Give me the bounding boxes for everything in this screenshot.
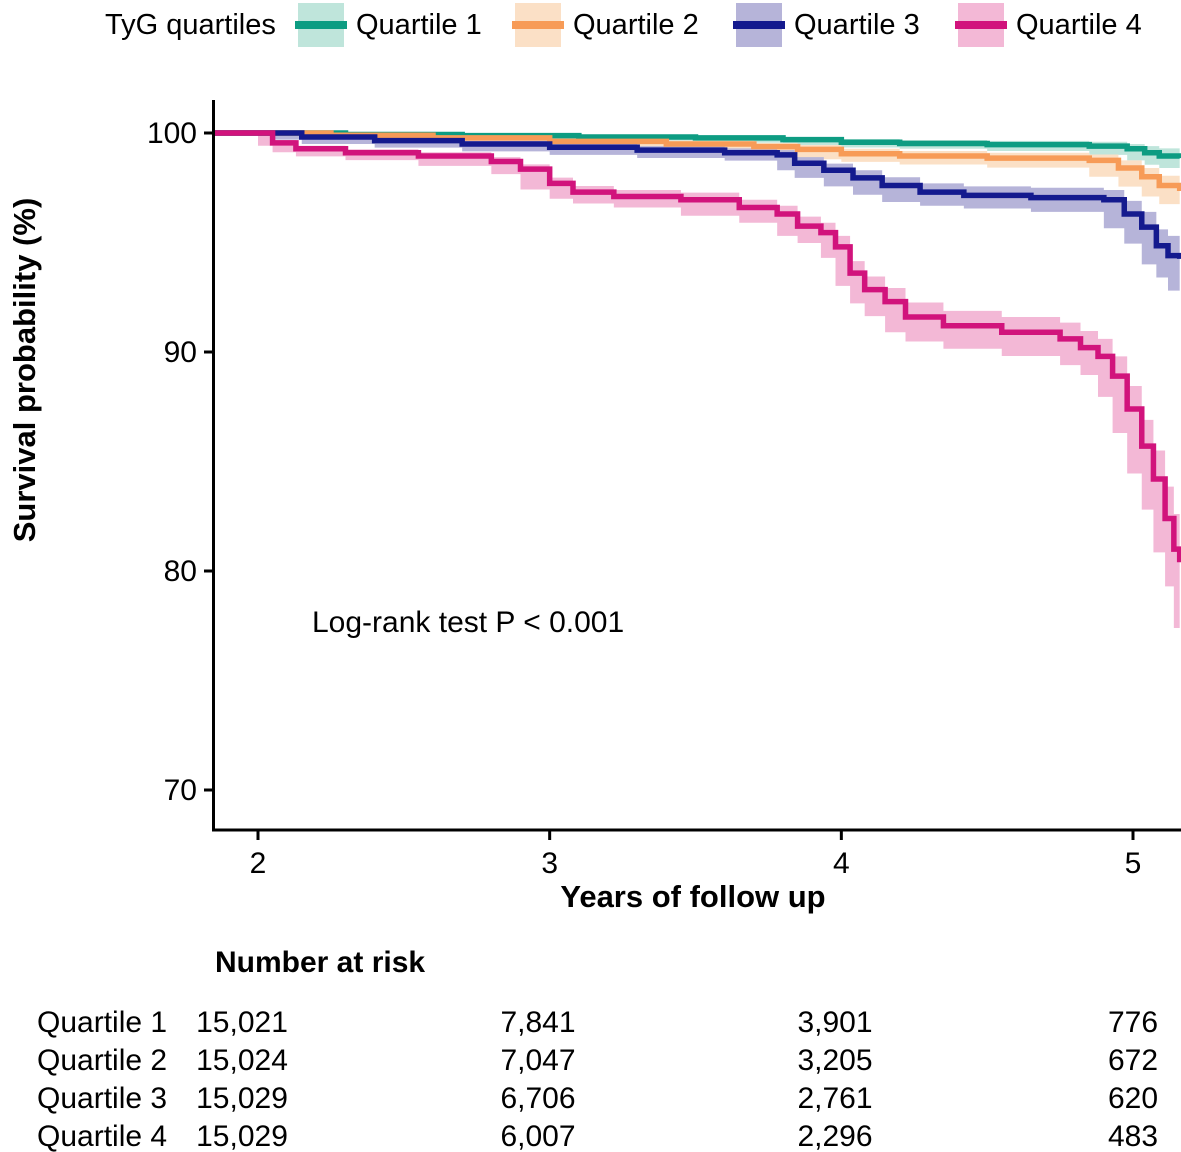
risk-cell: 3,901: [797, 1006, 873, 1039]
survival-curves: [214, 130, 1181, 563]
legend-title: TyG quartiles: [105, 8, 276, 41]
legend-swatch-icon: [733, 3, 785, 47]
legend-item-quartile-3: Quartile 3: [733, 0, 920, 50]
risk-cell: 2,296: [797, 1120, 873, 1152]
legend-item-label: Quartile 2: [573, 8, 699, 41]
risk-cell: 2,761: [797, 1082, 873, 1115]
legend-line-icon: [512, 21, 564, 29]
risk-cell: 15,024: [196, 1044, 288, 1077]
x-tick-label: 3: [541, 847, 558, 880]
risk-cell: 15,021: [196, 1006, 288, 1039]
x-tick-label: 4: [833, 847, 850, 880]
risk-cell: 7,047: [500, 1044, 576, 1077]
legend-swatch-icon: [512, 3, 564, 47]
legend-item-quartile-2: Quartile 2: [512, 0, 699, 50]
survival-curve-quartile-4: [214, 130, 1181, 563]
risk-row-label: Quartile 4: [37, 1120, 168, 1152]
x-tick-label: 2: [250, 847, 267, 880]
risk-cell: 483: [1107, 1120, 1159, 1152]
legend-swatch-icon: [295, 3, 347, 47]
x-tick-label: 5: [1125, 847, 1142, 880]
risk-cell: 15,029: [196, 1082, 288, 1115]
risk-row-label: Quartile 1: [37, 1006, 168, 1039]
risk-cell: 6,007: [500, 1120, 576, 1152]
survival-curve-quartile-2: [214, 130, 1181, 192]
log-rank-annotation: Log-rank test P < 0.001: [312, 606, 624, 639]
x-axis-label: Years of follow up: [560, 879, 825, 914]
legend-line-icon: [295, 21, 347, 29]
legend-swatch-icon: [955, 3, 1007, 47]
risk-cell: 7,841: [500, 1006, 576, 1039]
legend-item-label: Quartile 4: [1016, 8, 1142, 41]
y-tick-label: 100: [147, 117, 197, 150]
risk-row-label: Quartile 2: [37, 1044, 168, 1077]
y-tick-label: 80: [164, 555, 197, 588]
legend-item-quartile-1: Quartile 1: [295, 0, 482, 50]
legend-line-icon: [955, 21, 1007, 29]
legend-line-icon: [733, 21, 785, 29]
risk-cell: 6,706: [500, 1082, 576, 1115]
risk-cell: 15,029: [196, 1120, 288, 1152]
legend: TyG quartiles Quartile 1 Quartile 2 Quarti…: [0, 0, 1181, 52]
y-tick-label: 70: [164, 774, 197, 807]
legend-item-quartile-4: Quartile 4: [955, 0, 1142, 50]
risk-table-title: Number at risk: [215, 946, 426, 979]
risk-row-label: Quartile 3: [37, 1082, 168, 1115]
risk-cell: 3,205: [797, 1044, 873, 1077]
risk-cell: 672: [1107, 1044, 1159, 1077]
confidence-bands: [214, 133, 1180, 628]
legend-item-label: Quartile 3: [794, 8, 920, 41]
y-axis-ticks: 100 90 80 70: [147, 117, 213, 807]
x-axis-ticks: 2 3 4 5: [250, 830, 1142, 880]
risk-cell: 620: [1107, 1082, 1159, 1115]
survival-curve-quartile-3: [214, 130, 1181, 259]
y-axis-label: Survival probability (%): [7, 198, 42, 543]
legend-item-label: Quartile 1: [356, 8, 482, 41]
y-tick-label: 90: [164, 336, 197, 369]
risk-cell: 776: [1107, 1006, 1159, 1039]
